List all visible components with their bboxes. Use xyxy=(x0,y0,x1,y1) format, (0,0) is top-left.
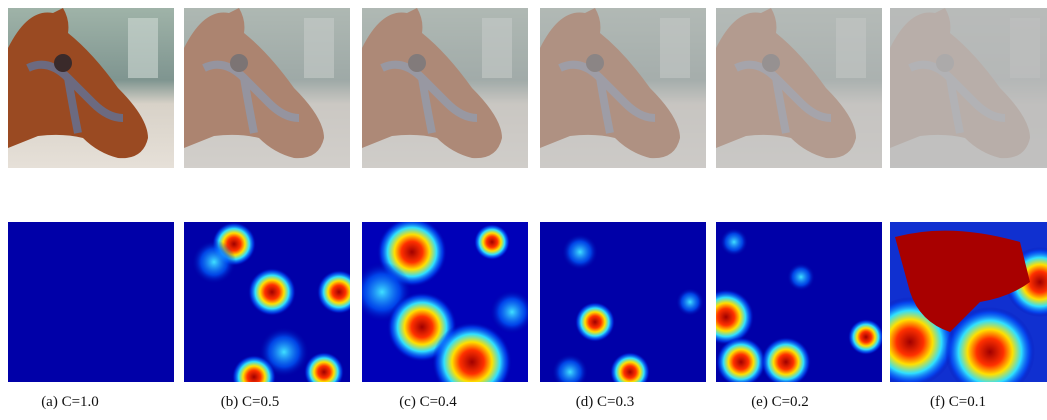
image xyxy=(540,8,706,168)
image xyxy=(8,8,174,168)
heatmap xyxy=(540,222,706,392)
image xyxy=(184,8,350,168)
heatmap xyxy=(8,222,174,382)
captions: (a) C=1.0 (b) C=0.5 (c) C=0.4 (d) C=0.3 … xyxy=(41,394,986,410)
heatmaps xyxy=(8,217,1047,402)
caption: (c) C=0.4 xyxy=(399,394,457,410)
image xyxy=(716,8,882,168)
heatmap xyxy=(865,222,1047,397)
input-images xyxy=(8,8,1047,168)
heatmap xyxy=(184,222,361,399)
caption: (f) C=0.1 xyxy=(930,394,986,410)
heatmap xyxy=(698,222,884,387)
image xyxy=(362,8,528,168)
figure: (a) C=1.0 (b) C=0.5 (c) C=0.4 (d) C=0.3 … xyxy=(0,0,1047,420)
caption: (a) C=1.0 xyxy=(41,394,99,410)
heatmap xyxy=(352,217,534,402)
caption: (e) C=0.2 xyxy=(751,394,809,410)
image xyxy=(890,8,1047,168)
caption: (b) C=0.5 xyxy=(221,394,279,410)
caption: (d) C=0.3 xyxy=(576,394,634,410)
